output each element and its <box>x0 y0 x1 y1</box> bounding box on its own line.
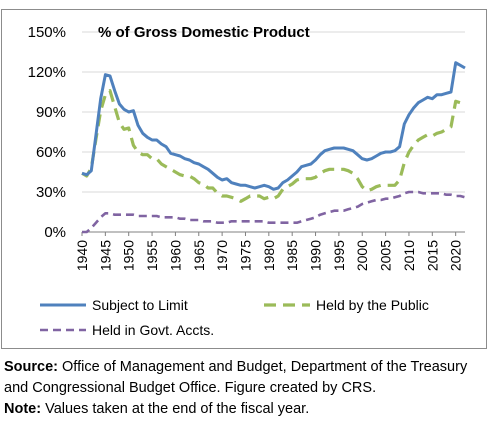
note-text: Values taken at the end of the fiscal ye… <box>45 401 310 417</box>
series-line <box>82 190 466 234</box>
y-tick-label: 120% <box>28 64 66 81</box>
series-line <box>81 61 466 191</box>
x-tick-label: 2020 <box>448 240 464 271</box>
y-tick-label: 90% <box>36 104 66 121</box>
x-tick-label: 2000 <box>354 240 370 271</box>
y-axis-ticks: 0% 30% 60% 90% 120% 150% <box>28 24 66 241</box>
series-lines <box>81 61 466 234</box>
x-tick-label: 1960 <box>167 240 183 271</box>
x-axis-ticks: 1940 1945 1950 1955 1960 1965 1970 1975 1980 1985… <box>74 232 464 271</box>
y-tick-label: 60% <box>36 144 66 161</box>
x-tick-label: 1945 <box>97 240 113 271</box>
chart-svg: 0% 30% 60% 90% 120% 150% 1940 1945 1950 1955 1960… <box>28 24 466 338</box>
y-tick-label: 150% <box>28 24 66 41</box>
x-tick-label: 1940 <box>74 240 90 271</box>
chart-title: % of Gross Domestic Product <box>98 24 310 41</box>
x-tick-label: 1955 <box>144 240 160 271</box>
y-tick-label: 30% <box>36 184 66 201</box>
x-tick-label: 2010 <box>401 240 417 271</box>
source-text: Office of Management and Budget, Departm… <box>4 359 468 396</box>
legend-label: Held in Govt. Accts. <box>92 322 214 338</box>
series-line <box>81 89 466 203</box>
x-tick-label: 1965 <box>191 240 207 271</box>
source-label: Source: <box>4 359 58 375</box>
x-tick-label: 1995 <box>331 240 347 271</box>
legend-label: Subject to Limit <box>92 297 188 313</box>
chart-frame: 0% 30% 60% 90% 120% 150% 1940 1945 1950 1955 1960… <box>1 9 487 349</box>
figure-notes: Source: Office of Management and Budget,… <box>4 357 484 420</box>
x-tick-label: 1950 <box>121 240 137 271</box>
x-tick-label: 2015 <box>424 240 440 271</box>
y-tick-label: 0% <box>44 224 66 241</box>
legend-label: Held by the Public <box>316 297 429 313</box>
note-label: Note: <box>4 401 42 417</box>
x-tick-label: 1975 <box>237 240 253 271</box>
legend: Subject to Limit Held by the Public Held i… <box>40 297 429 338</box>
x-tick-label: 1980 <box>261 240 277 271</box>
x-tick-label: 1985 <box>284 240 300 271</box>
x-tick-label: 1990 <box>308 240 324 271</box>
x-tick-label: 2005 <box>378 240 394 271</box>
x-tick-label: 1970 <box>214 240 230 271</box>
clipped-figure-heading <box>0 0 487 9</box>
source-line: Source: Office of Management and Budget,… <box>4 357 484 399</box>
gridlines <box>82 31 465 193</box>
note-line: Note: Values taken at the end of the fis… <box>4 399 484 420</box>
